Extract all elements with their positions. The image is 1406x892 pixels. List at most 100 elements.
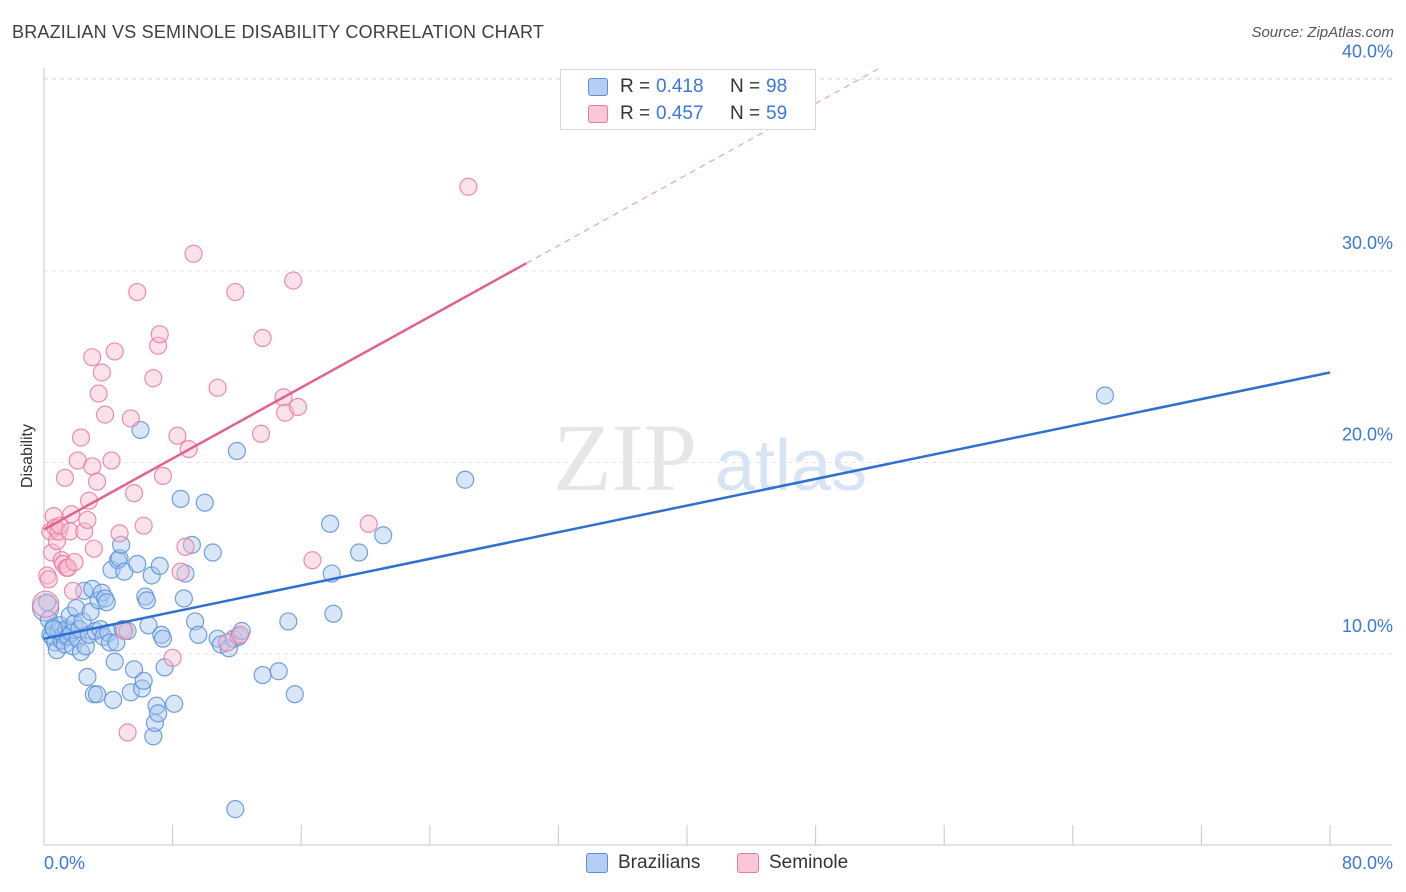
- seminole-legend-label: Seminole: [769, 852, 849, 873]
- seminole-point-41: [149, 336, 168, 355]
- brazilians-point-64: [150, 556, 169, 576]
- seminole-point-30: [83, 348, 102, 367]
- seminole-point-45: [168, 426, 187, 445]
- brazilians-point-55: [134, 671, 153, 690]
- n-label: N =: [730, 103, 761, 124]
- seminole-trend-line: [43, 262, 527, 531]
- seminole-point-25: [84, 539, 103, 558]
- seminole-point-40: [144, 369, 163, 388]
- brazilians-point-76: [203, 543, 222, 562]
- brazilians-point-68: [165, 694, 184, 713]
- seminole-point-58: [284, 271, 303, 290]
- brazilians-point-52: [128, 554, 147, 574]
- seminole-point-24: [83, 457, 102, 476]
- seminole-point-22: [78, 510, 97, 530]
- x-tick-label-max: 80.0%: [1342, 853, 1393, 873]
- seminole-point-18: [65, 552, 84, 572]
- y-tick-label-0: 10.0%: [1342, 616, 1393, 636]
- brazilians-point-96: [38, 593, 57, 612]
- brazilians-point-54: [132, 679, 152, 698]
- seminole-point-50: [208, 378, 227, 397]
- brazilians-point-57: [137, 591, 156, 610]
- seminole-point-54: [251, 424, 271, 443]
- brazilians-point-21: [71, 642, 91, 662]
- brazilians-point-31: [87, 685, 107, 704]
- seminole-point-46: [171, 562, 190, 581]
- seminole-point-35: [118, 723, 137, 742]
- seminole-point-52: [226, 282, 245, 302]
- watermark: ZIP atlas: [553, 404, 867, 511]
- brazilians-point-93: [456, 470, 475, 489]
- r-label: R =: [620, 76, 651, 97]
- seminole-point-0: [32, 590, 60, 618]
- n-value-brazilians: 98: [766, 76, 788, 97]
- brazilians-point-37: [97, 593, 116, 612]
- seminole-point-47: [176, 537, 195, 556]
- seminole-point-28: [92, 363, 111, 382]
- seminole-point-61: [359, 514, 378, 533]
- brazilians-point-73: [186, 612, 205, 631]
- seminole-point-39: [134, 516, 153, 535]
- brazilians-point-42: [105, 652, 124, 671]
- seminole-point-42: [150, 325, 169, 344]
- seminole-legend-swatch: [737, 853, 759, 873]
- y-tick-label-3: 40.0%: [1342, 42, 1393, 62]
- x-tick-label-min: 0.0%: [44, 853, 85, 873]
- r-label: R =: [620, 103, 651, 124]
- n-value-seminole: 59: [766, 103, 788, 124]
- brazilians-point-63: [149, 704, 168, 723]
- brazilians-point-62: [147, 696, 166, 715]
- seminole-point-31: [102, 451, 121, 470]
- brazilians-point-94: [226, 800, 245, 819]
- brazilians-point-70: [174, 589, 193, 608]
- brazilians-swatch: [588, 78, 608, 96]
- grid-lines: [44, 77, 1392, 655]
- data-points: [32, 177, 1115, 819]
- brazilians-point-74: [189, 625, 208, 644]
- trend-lines: [43, 67, 1331, 640]
- brazilians-point-66: [153, 629, 173, 648]
- seminole-point-44: [163, 648, 182, 667]
- brazilians-point-92: [374, 526, 393, 545]
- r-value-seminole: 0.457: [656, 103, 704, 124]
- legend-row-brazilians: R = 0.418 N = 98: [588, 76, 787, 98]
- seminole-point-43: [153, 466, 173, 486]
- brazilians-point-39: [100, 633, 120, 652]
- brazilians-point-84: [253, 665, 272, 685]
- brazilians-point-24: [76, 637, 95, 656]
- brazilians-point-50: [121, 683, 140, 702]
- seminole-point-62: [459, 177, 478, 196]
- brazilians-legend-label: Brazilians: [618, 852, 701, 873]
- r-value-brazilians: 0.418: [656, 76, 704, 97]
- seminole-point-20: [71, 428, 91, 447]
- chart-title: BRAZILIAN VS SEMINOLE DISABILITY CORRELA…: [12, 22, 545, 42]
- seminole-trend-extension: [525, 67, 881, 264]
- seminole-point-59: [288, 397, 308, 417]
- seminole-point-34: [115, 621, 134, 641]
- seminole-point-55: [253, 328, 272, 348]
- seminole-point-21: [75, 522, 94, 541]
- n-label: N =: [730, 76, 761, 97]
- brazilians-point-72: [182, 535, 201, 554]
- brazilians-point-46: [112, 535, 131, 554]
- brazilians-point-91: [349, 543, 369, 562]
- brazilians-point-85: [269, 662, 288, 681]
- brazilians-point-89: [321, 514, 340, 533]
- brazilians-legend-swatch: [586, 853, 608, 873]
- seminole-point-38: [128, 282, 147, 302]
- seminole-point-27: [89, 384, 108, 403]
- bottom-legend-brazilians: Brazilians: [586, 852, 700, 874]
- y-axis-label: Disability: [19, 423, 36, 489]
- brazilians-point-95: [1095, 386, 1115, 405]
- seminole-point-26: [87, 472, 107, 491]
- brazilians-point-34: [92, 583, 111, 602]
- correlation-legend: R = 0.418 N = 98 R = 0.457 N = 59: [560, 69, 816, 130]
- seminole-point-2: [39, 570, 58, 589]
- seminole-point-53: [231, 625, 250, 644]
- seminole-point-29: [95, 405, 115, 424]
- y-tick-label-1: 20.0%: [1342, 425, 1393, 445]
- source-label: Source: ZipAtlas.com: [1251, 24, 1394, 41]
- brazilians-point-25: [78, 667, 97, 687]
- y-tick-label-2: 30.0%: [1342, 233, 1393, 253]
